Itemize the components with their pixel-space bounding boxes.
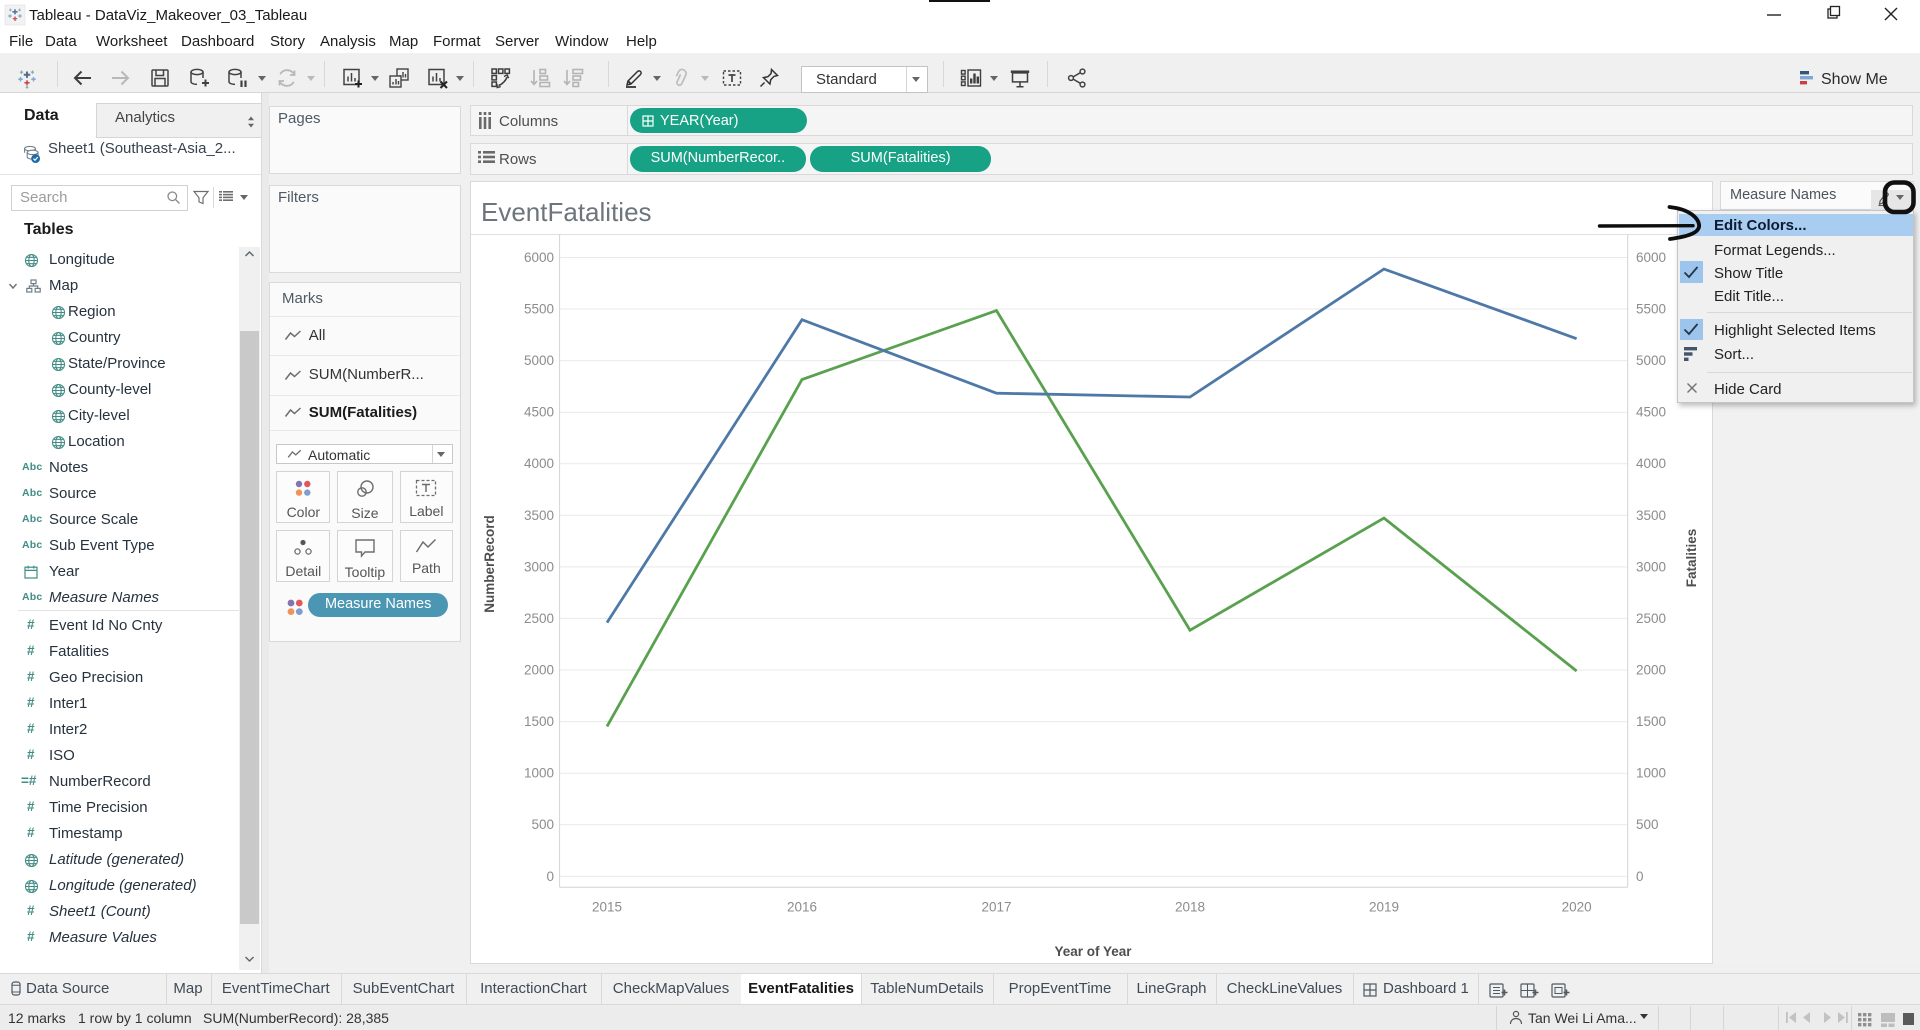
svg-text:2015: 2015 — [592, 900, 622, 915]
svg-text:1000: 1000 — [1636, 766, 1666, 781]
svg-text:2017: 2017 — [981, 900, 1011, 915]
svg-text:1500: 1500 — [524, 714, 554, 729]
svg-text:4500: 4500 — [524, 405, 554, 420]
svg-text:4000: 4000 — [524, 456, 554, 471]
svg-text:5000: 5000 — [1636, 353, 1666, 368]
svg-text:Fatalities: Fatalities — [1684, 529, 1699, 588]
svg-text:2500: 2500 — [1636, 611, 1666, 626]
svg-text:2000: 2000 — [524, 663, 554, 678]
svg-text:0: 0 — [546, 869, 554, 884]
svg-text:2020: 2020 — [1562, 900, 1592, 915]
svg-text:3000: 3000 — [1636, 559, 1666, 574]
svg-text:NumberRecord: NumberRecord — [482, 515, 497, 613]
svg-text:500: 500 — [1636, 817, 1659, 832]
svg-text:1000: 1000 — [524, 766, 554, 781]
svg-text:5500: 5500 — [524, 302, 554, 317]
svg-text:500: 500 — [531, 817, 554, 832]
svg-text:6000: 6000 — [1636, 250, 1666, 265]
svg-text:5500: 5500 — [1636, 302, 1666, 317]
svg-text:1500: 1500 — [1636, 714, 1666, 729]
svg-text:3500: 3500 — [1636, 508, 1666, 523]
svg-text:2016: 2016 — [787, 900, 817, 915]
svg-text:3500: 3500 — [524, 508, 554, 523]
svg-text:6000: 6000 — [524, 250, 554, 265]
svg-text:0: 0 — [1636, 869, 1644, 884]
svg-text:3000: 3000 — [524, 559, 554, 574]
svg-text:4500: 4500 — [1636, 405, 1666, 420]
svg-text:2000: 2000 — [1636, 663, 1666, 678]
svg-text:2018: 2018 — [1175, 900, 1205, 915]
svg-text:5000: 5000 — [524, 353, 554, 368]
svg-text:4000: 4000 — [1636, 456, 1666, 471]
svg-text:Year of Year: Year of Year — [1054, 944, 1132, 959]
svg-text:2500: 2500 — [524, 611, 554, 626]
svg-text:2019: 2019 — [1369, 900, 1399, 915]
